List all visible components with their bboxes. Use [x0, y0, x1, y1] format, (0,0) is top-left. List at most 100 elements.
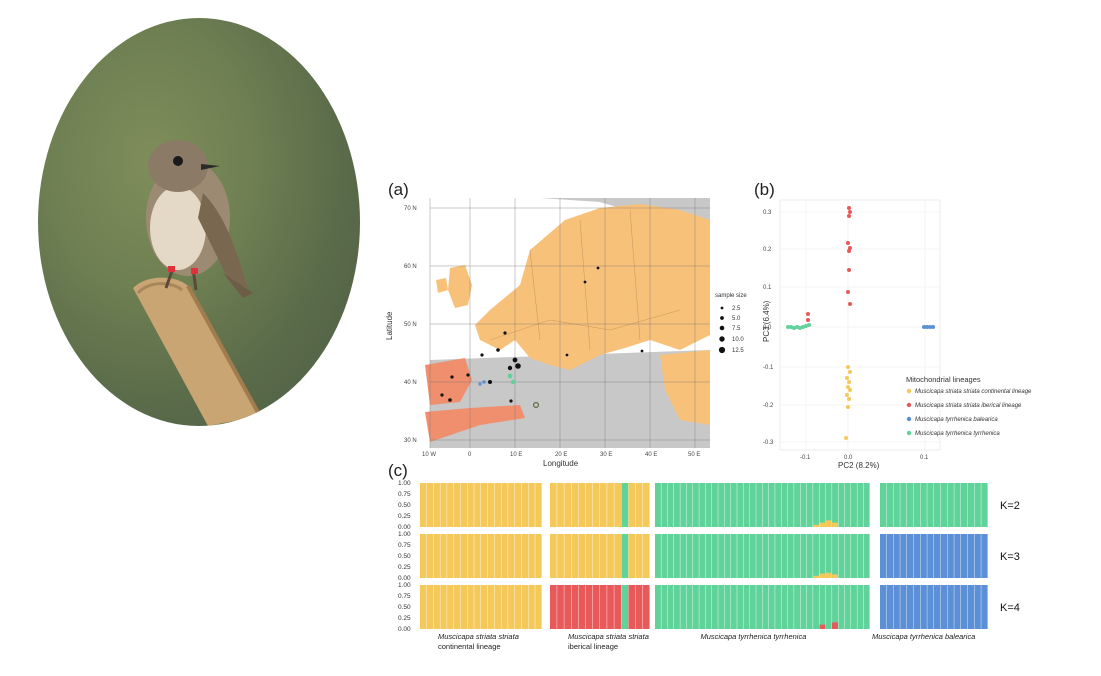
structure-bar: [900, 483, 907, 527]
structure-bar: [667, 534, 674, 578]
structure-bar: [501, 534, 508, 578]
pca-ytick-6: -0.3: [763, 440, 774, 446]
structure-bar: [947, 534, 954, 578]
structure-bar: [961, 534, 968, 578]
structure-bar: [806, 534, 813, 578]
structure-bar: [661, 585, 668, 629]
structure-bar: [737, 483, 744, 527]
structure-bar: [474, 585, 481, 629]
lon-tick-30e: 30 E: [600, 452, 612, 458]
structure-bar: [737, 534, 744, 578]
structure-ytick: 0.00: [398, 626, 411, 633]
structure-bar: [819, 585, 826, 629]
structure-bar: [635, 483, 643, 527]
structure-bar: [825, 534, 832, 578]
k-label: K=4: [1000, 602, 1020, 614]
lon-tick-40e: 40 E: [645, 452, 657, 458]
structure-bar: [947, 483, 954, 527]
structure-bar: [857, 534, 864, 578]
structure-bar: [851, 534, 857, 578]
structure-bar: [692, 483, 699, 527]
pca-legend-continental: Muscicapa striata striata continental li…: [915, 389, 1032, 395]
structure-bar: [571, 585, 579, 629]
k-label: K=3: [1000, 551, 1020, 563]
k-label: K=2: [1000, 500, 1020, 512]
structure-bar: [578, 534, 586, 578]
pca-xtick-2: 0.1: [920, 455, 929, 461]
structure-bar: [705, 483, 712, 527]
structure-bar: [718, 585, 725, 629]
structure-bar: [564, 585, 572, 629]
structure-bar: [447, 534, 454, 578]
range-map: 70 N 60 N 50 N 40 N 30 N 10 W 0 10 E 20 …: [385, 198, 710, 468]
structure-bar: [447, 483, 454, 527]
structure-bar: [521, 483, 529, 527]
structure-bar: [460, 585, 468, 629]
structure-bar: [705, 534, 712, 578]
structure-bar: [692, 534, 699, 578]
structure-bar-admixture: [825, 572, 832, 578]
lon-tick-20e: 20 E: [555, 452, 567, 458]
structure-bar: [787, 534, 794, 578]
structure-bar: [494, 483, 501, 527]
structure-bar: [487, 534, 495, 578]
structure-bar: [927, 534, 934, 578]
structure-bar: [756, 483, 763, 527]
structure-bar: [433, 483, 440, 527]
pca-ytick-1: 0.2: [763, 247, 772, 253]
structure-bar: [825, 585, 832, 629]
structure-bar: [838, 483, 845, 527]
structure-ytick: 1.00: [398, 480, 411, 487]
structure-bar: [838, 585, 845, 629]
group-label: Muscicapa striata striata: [568, 632, 649, 641]
pca-xtick-1: 0.0: [844, 455, 853, 461]
structure-bar: [521, 585, 529, 629]
structure-bar: [954, 534, 961, 578]
structure-bar: [600, 585, 607, 629]
structure-bar: [794, 483, 801, 527]
structure-bar: [900, 585, 907, 629]
group-label: Muscicapa striata striata: [438, 632, 519, 641]
structure-bar: [730, 483, 737, 527]
structure-bar: [661, 483, 668, 527]
structure-bar: [863, 585, 870, 629]
pca-ytick-4: -0.1: [763, 365, 774, 371]
structure-bar: [940, 483, 948, 527]
structure-ytick: 0.00: [398, 575, 411, 582]
structure-bar: [686, 585, 693, 629]
structure-bar: [535, 534, 542, 578]
structure-ytick: 0.75: [398, 542, 411, 549]
structure-bar: [730, 534, 737, 578]
structure-bar: [762, 534, 769, 578]
structure-bar: [487, 585, 495, 629]
structure-bar: [564, 534, 572, 578]
sample-size-12-5: 12.5: [732, 348, 744, 354]
structure-bar: [680, 585, 687, 629]
structure-bar: [893, 585, 900, 629]
panel-label-c: (c): [388, 461, 408, 480]
structure-bar: [749, 585, 756, 629]
structure-bar: [699, 483, 706, 527]
structure-bar: [494, 585, 501, 629]
structure-bar: [508, 585, 515, 629]
structure-bar: [851, 585, 857, 629]
structure-bar: [550, 585, 557, 629]
structure-bar: [813, 483, 820, 527]
structure-bar: [642, 483, 650, 527]
structure-bar: [420, 534, 427, 578]
structure-bar: [711, 585, 718, 629]
structure-bar: [628, 585, 636, 629]
structure-bar: [907, 585, 914, 629]
group-label: Muscicapa tyrrhenica balearica: [872, 632, 975, 641]
structure-bar: [781, 585, 788, 629]
structure-bar: [762, 483, 769, 527]
structure-bar: [832, 483, 838, 527]
structure-bar: [954, 585, 961, 629]
structure-bar: [600, 483, 607, 527]
sample-size-10-0: 10.0: [732, 337, 744, 343]
structure-barplot: 1.000.750.500.250.001.000.750.500.250.00…: [398, 480, 1020, 651]
structure-bar: [474, 534, 481, 578]
structure-bar: [585, 585, 593, 629]
structure-bar: [467, 534, 474, 578]
structure-bar: [934, 534, 941, 578]
